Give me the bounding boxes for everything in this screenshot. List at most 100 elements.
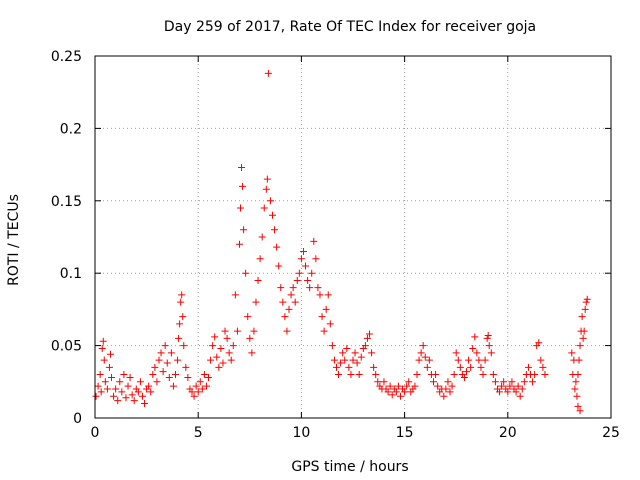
data-point	[460, 373, 468, 381]
data-point	[182, 363, 190, 371]
data-point	[269, 211, 277, 219]
data-point	[141, 400, 149, 408]
data-point	[161, 342, 169, 350]
data-point	[176, 320, 184, 328]
data-point	[514, 382, 522, 390]
data-point	[415, 356, 423, 364]
data-point	[312, 255, 320, 263]
data-point	[531, 371, 539, 379]
data-point	[239, 182, 247, 190]
data-point	[363, 334, 371, 342]
data-point	[580, 327, 588, 335]
data-point	[209, 342, 217, 350]
data-point	[219, 359, 227, 367]
data-point	[285, 305, 293, 313]
data-point	[396, 392, 404, 400]
data-point	[221, 327, 229, 335]
data-point	[335, 371, 343, 379]
data-point	[98, 344, 106, 352]
data-point	[316, 291, 324, 299]
data-point	[498, 382, 506, 390]
data-point	[473, 349, 481, 357]
data-point	[386, 382, 394, 390]
y-tick-label: 0	[73, 411, 82, 427]
data-point	[574, 371, 582, 379]
chart-title: Day 259 of 2017, Rate Of TEC Index for r…	[164, 19, 536, 35]
data-point	[489, 371, 497, 379]
data-point	[244, 313, 252, 321]
data-point	[155, 356, 163, 364]
data-point	[537, 356, 545, 364]
data-point	[145, 382, 153, 390]
data-point	[324, 291, 332, 299]
data-point	[467, 363, 475, 371]
x-axis-label: GPS time / hours	[291, 459, 408, 475]
data-point	[345, 363, 353, 371]
data-point	[388, 391, 396, 399]
grid-lines	[95, 56, 611, 418]
y-tick-label: 0.15	[51, 194, 82, 210]
y-axis-label: ROTI / TECUs	[6, 194, 22, 286]
data-point	[581, 305, 589, 313]
data-point	[361, 342, 369, 350]
data-point	[491, 378, 499, 386]
data-point	[454, 356, 462, 364]
data-point	[271, 226, 279, 234]
data-point	[238, 163, 246, 171]
data-point	[225, 349, 233, 357]
data-point	[248, 349, 256, 357]
data-point	[322, 305, 330, 313]
data-point	[99, 337, 107, 345]
data-point	[266, 197, 274, 205]
x-tick-label: 25	[602, 425, 620, 441]
data-point	[582, 298, 590, 306]
x-tick-label: 5	[194, 425, 203, 441]
x-tick-label: 20	[499, 425, 517, 441]
data-point	[506, 382, 514, 390]
data-point	[330, 356, 338, 364]
data-point	[205, 373, 213, 381]
data-point	[568, 349, 576, 357]
data-point	[242, 269, 250, 277]
data-point	[516, 392, 524, 400]
data-point	[110, 392, 118, 400]
data-point	[504, 388, 512, 396]
data-point	[320, 327, 328, 335]
data-point	[484, 331, 492, 339]
data-point	[188, 388, 196, 396]
data-point	[207, 356, 215, 364]
data-point	[277, 284, 285, 292]
data-point	[124, 382, 132, 390]
data-point	[442, 385, 450, 393]
data-point	[159, 368, 167, 376]
data-point	[518, 385, 526, 393]
data-point	[165, 373, 173, 381]
data-point	[174, 356, 182, 364]
data-point	[227, 356, 235, 364]
data-point	[275, 262, 283, 270]
axis-ticks: 0 5 10 15 20 25 0 0.05 0.1 0.15 0.2 0.25	[51, 49, 620, 441]
data-point	[264, 69, 272, 77]
data-point	[157, 349, 165, 357]
data-point	[483, 334, 491, 342]
data-point	[469, 344, 477, 352]
data-point	[147, 388, 155, 396]
data-point	[477, 363, 485, 371]
data-point	[308, 269, 316, 277]
data-point	[508, 378, 516, 386]
data-point	[463, 368, 471, 376]
data-point	[465, 356, 473, 364]
data-point	[116, 378, 124, 386]
data-point	[233, 327, 241, 335]
data-point	[297, 255, 305, 263]
data-point	[223, 334, 231, 342]
data-point	[341, 356, 349, 364]
data-point	[392, 388, 400, 396]
data-point	[571, 385, 579, 393]
data-point	[401, 388, 409, 396]
data-point	[283, 327, 291, 335]
data-point	[213, 353, 221, 361]
data-point	[520, 378, 528, 386]
data-point	[481, 356, 489, 364]
data-point	[130, 397, 138, 405]
